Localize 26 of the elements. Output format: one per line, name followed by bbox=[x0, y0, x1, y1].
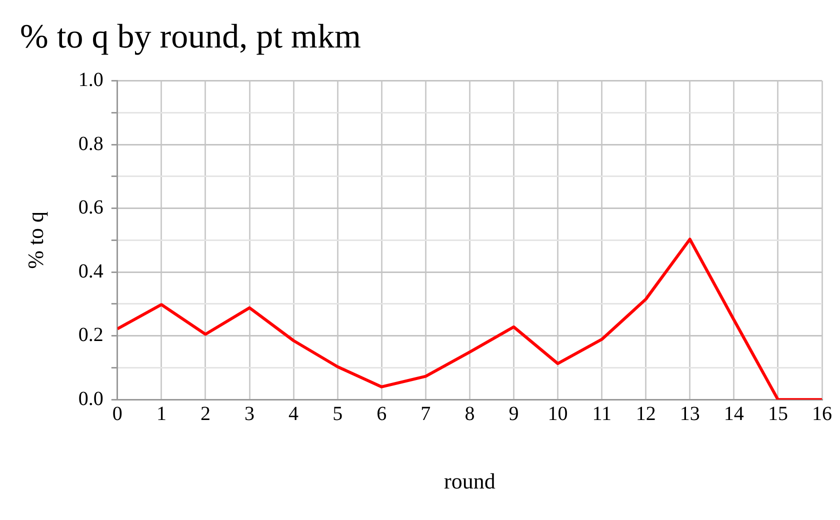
x-tick-label: 10 bbox=[548, 402, 568, 425]
y-tick-label: 0.8 bbox=[78, 132, 104, 155]
y-tick-label: 0.4 bbox=[78, 260, 104, 282]
x-tick-label: 9 bbox=[508, 402, 519, 425]
y-tick-label: 0.0 bbox=[78, 388, 104, 410]
x-tick-label: 8 bbox=[464, 402, 475, 425]
x-tick-label: 6 bbox=[376, 402, 387, 425]
x-tick-label: 0 bbox=[112, 402, 122, 425]
x-tick-label: 2 bbox=[200, 402, 210, 425]
y-tick-label: 0.2 bbox=[78, 324, 104, 346]
x-tick-label: 14 bbox=[724, 402, 744, 425]
x-tick-label: 11 bbox=[592, 402, 612, 425]
x-tick-label: 12 bbox=[636, 402, 656, 425]
y-axis-title: % to q bbox=[22, 211, 48, 269]
chart-title: % to q by round, pt mkm bbox=[20, 18, 361, 56]
x-tick-label: 5 bbox=[332, 402, 343, 425]
x-axis-title: round bbox=[444, 468, 496, 494]
y-tick-label: 1.0 bbox=[78, 69, 104, 92]
x-tick-label: 4 bbox=[288, 402, 299, 425]
x-tick-label: 7 bbox=[420, 402, 431, 425]
x-tick-label: 13 bbox=[680, 402, 700, 425]
y-tick-label: 0.6 bbox=[78, 196, 104, 219]
x-tick-label: 15 bbox=[768, 402, 788, 425]
x-tick-label: 1 bbox=[156, 402, 166, 425]
x-tick-label: 3 bbox=[244, 402, 255, 425]
x-tick-label: 16 bbox=[812, 402, 832, 425]
